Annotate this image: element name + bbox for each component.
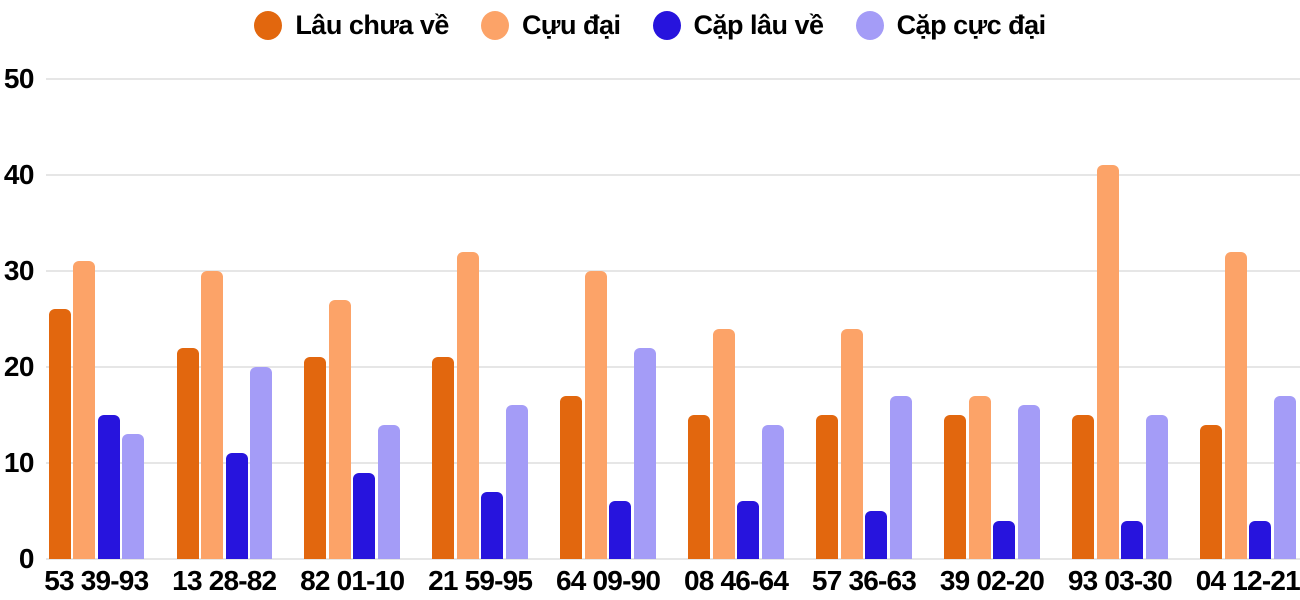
bar[interactable]	[688, 415, 711, 559]
bar[interactable]	[761, 424, 784, 559]
legend-label: Cặp cực đại	[896, 9, 1047, 40]
y-axis-label: 40	[3, 159, 35, 190]
bar[interactable]	[353, 472, 376, 559]
bar[interactable]	[737, 501, 760, 559]
bar[interactable]	[176, 347, 199, 559]
bar[interactable]	[73, 261, 96, 559]
bar[interactable]	[377, 424, 400, 559]
legend-item: Lâu chưa về	[254, 10, 449, 41]
x-axis-label: 04 12-21	[1195, 565, 1300, 596]
legend-label: Lâu chưa về	[295, 9, 449, 40]
legend-item: Cặp cực đại	[855, 9, 1047, 41]
bar[interactable]	[1072, 415, 1095, 559]
legend-dot-icon	[254, 10, 283, 40]
y-axis-label: 30	[3, 255, 35, 286]
bar[interactable]	[250, 367, 272, 559]
bar[interactable]	[1200, 424, 1223, 559]
bar[interactable]	[712, 328, 735, 559]
y-axis-label: 20	[3, 351, 35, 382]
x-axis-label: 39 02-20	[939, 565, 1045, 596]
x-axis-label: 82 01-10	[300, 565, 405, 596]
legend-dot-icon	[652, 10, 681, 40]
x-axis-label: 53 39-93	[44, 565, 149, 596]
bar[interactable]	[225, 453, 248, 559]
bar[interactable]	[968, 395, 991, 559]
chart-legend: Lâu chưa về Cựu đại Cặp lâu về Cặp cực đại	[0, 6, 1300, 44]
bar[interactable]	[944, 415, 967, 559]
bar[interactable]	[889, 395, 912, 559]
x-axis-label: 21 59-95	[428, 565, 533, 596]
gridline	[46, 78, 1300, 80]
y-axis-label: 50	[3, 63, 35, 94]
x-axis-label: 08 46-64	[683, 565, 789, 596]
gridline	[46, 462, 1300, 464]
gridline	[46, 270, 1300, 272]
bar[interactable]	[1121, 520, 1144, 559]
legend-item: Cựu đại	[480, 9, 621, 41]
gridline	[46, 366, 1300, 368]
bar[interactable]	[609, 501, 632, 559]
bar[interactable]	[505, 405, 528, 559]
legend-dot-icon	[855, 10, 884, 40]
x-axis-label: 13 28-82	[172, 565, 277, 596]
bar[interactable]	[560, 395, 583, 559]
y-axis-label: 0	[18, 543, 35, 574]
legend-label: Cựu đại	[521, 9, 621, 40]
x-axis-label: 64 09-90	[556, 565, 661, 596]
x-axis-label: 57 36-63	[811, 565, 917, 596]
bar[interactable]	[584, 271, 607, 559]
bar[interactable]	[48, 309, 71, 559]
bar[interactable]	[1249, 520, 1272, 559]
bar[interactable]	[456, 251, 479, 559]
bar[interactable]	[1224, 251, 1247, 559]
bar[interactable]	[481, 491, 504, 559]
y-axis-label: 10	[3, 447, 35, 478]
bar[interactable]	[201, 271, 223, 559]
bar[interactable]	[816, 415, 839, 559]
bar[interactable]	[840, 328, 863, 559]
bar[interactable]	[1096, 165, 1119, 559]
legend-label: Cặp lâu về	[693, 9, 825, 40]
bar[interactable]	[432, 357, 455, 559]
bar[interactable]	[328, 299, 351, 559]
bar[interactable]	[1017, 405, 1040, 559]
bar[interactable]	[122, 434, 145, 559]
bar[interactable]	[97, 415, 120, 559]
bar[interactable]	[993, 520, 1016, 559]
bar[interactable]	[633, 347, 656, 559]
gridline	[46, 174, 1300, 176]
bar[interactable]	[865, 511, 888, 559]
legend-item: Cặp lâu về	[652, 9, 825, 41]
bar[interactable]	[304, 357, 327, 559]
legend-dot-icon	[480, 10, 509, 40]
bar[interactable]	[1273, 395, 1296, 559]
gridline	[46, 558, 1300, 560]
x-axis-label: 93 03-30	[1067, 565, 1173, 596]
bar[interactable]	[1145, 415, 1168, 559]
